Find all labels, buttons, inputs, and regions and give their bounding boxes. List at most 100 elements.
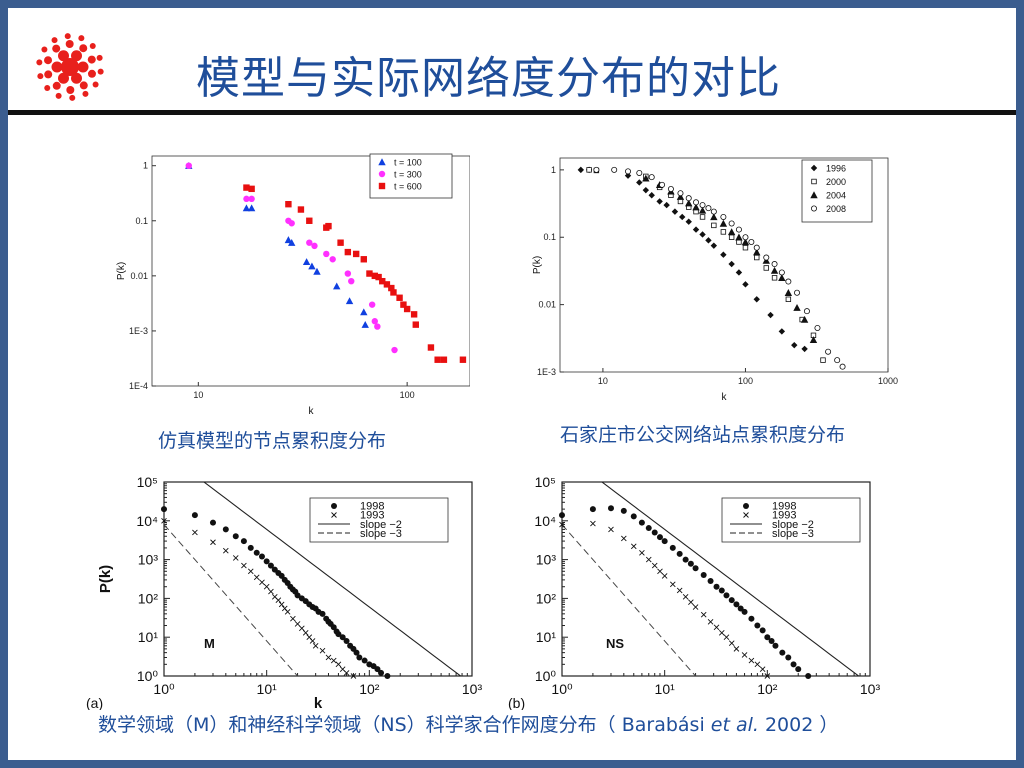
legend: 1996 2000 2004 2008 bbox=[801, 159, 873, 223]
data-point bbox=[728, 260, 735, 268]
y-tick-label: 10⁰ bbox=[137, 668, 159, 684]
y-tick-label: 0.1 bbox=[543, 232, 556, 242]
data-point bbox=[839, 363, 846, 370]
data-point bbox=[360, 256, 367, 263]
logo-dot bbox=[52, 44, 61, 53]
logo-dot bbox=[69, 94, 76, 101]
data-point bbox=[728, 220, 735, 227]
data-point bbox=[253, 574, 260, 581]
x-tick-label: 10¹ bbox=[257, 681, 278, 697]
legend-label: 1998 bbox=[772, 501, 796, 513]
data-point bbox=[764, 634, 771, 641]
data-point bbox=[344, 248, 352, 256]
legend-label: slope −3 bbox=[772, 528, 814, 540]
logo-dot bbox=[36, 59, 43, 66]
panel-label: (a) bbox=[86, 695, 103, 710]
data-point bbox=[378, 669, 385, 676]
data-point bbox=[699, 202, 706, 209]
data-point bbox=[677, 190, 684, 197]
title-divider bbox=[8, 110, 1016, 115]
data-point bbox=[785, 654, 792, 661]
data-point bbox=[794, 289, 801, 296]
data-point bbox=[699, 214, 706, 220]
data-point bbox=[267, 562, 274, 569]
data-point bbox=[676, 550, 683, 557]
legend-marker bbox=[331, 512, 337, 518]
legend-label: 2000 bbox=[826, 177, 846, 187]
data-point bbox=[723, 634, 730, 641]
data-point bbox=[625, 168, 632, 175]
data-point bbox=[692, 565, 699, 572]
chart-neuro-collaboration: 10⁰ 10¹ 10² 10³ 10⁴ 10⁵ 10⁰ 10¹ 10² 10³ NS (b) 19981… bbox=[508, 474, 880, 710]
data-point bbox=[559, 512, 565, 519]
data-point bbox=[243, 184, 250, 191]
logo-dot bbox=[51, 37, 58, 44]
data-point bbox=[790, 661, 797, 668]
data-point bbox=[705, 205, 712, 212]
legend-marker bbox=[743, 503, 749, 509]
logo-dot bbox=[97, 68, 104, 75]
x-axis-label: k bbox=[722, 392, 728, 403]
data-point bbox=[247, 544, 254, 551]
data-point bbox=[713, 624, 720, 631]
y-tick-label: 1 bbox=[551, 165, 556, 175]
data-point bbox=[772, 642, 779, 649]
data-point bbox=[770, 266, 779, 274]
data-point bbox=[693, 199, 700, 206]
logo-dot bbox=[87, 69, 96, 78]
data-point bbox=[284, 236, 293, 244]
data-point bbox=[630, 513, 637, 520]
logo-dot bbox=[79, 44, 88, 53]
data-point bbox=[718, 629, 725, 636]
data-point bbox=[366, 270, 373, 277]
legend-label: slope −2 bbox=[772, 519, 814, 531]
data-point bbox=[784, 289, 793, 296]
y-tick-label: 10⁵ bbox=[535, 474, 556, 490]
data-point bbox=[651, 529, 658, 536]
data-point bbox=[161, 506, 167, 513]
inset-label: NS bbox=[606, 636, 624, 651]
data-point bbox=[642, 186, 650, 194]
data-point bbox=[361, 320, 369, 328]
data-point bbox=[294, 621, 301, 627]
data-point bbox=[302, 258, 311, 265]
legend-label: t = 300 bbox=[394, 170, 422, 180]
data-point bbox=[735, 233, 743, 241]
data-point bbox=[287, 238, 296, 246]
y-tick-label: 1E-4 bbox=[129, 381, 148, 391]
data-point bbox=[741, 238, 750, 246]
data-point bbox=[242, 204, 251, 212]
data-point bbox=[459, 356, 467, 363]
data-point bbox=[671, 208, 679, 215]
data-point bbox=[753, 248, 761, 256]
data-point bbox=[728, 597, 735, 604]
data-point bbox=[209, 519, 216, 526]
logo-dot bbox=[64, 33, 71, 40]
x-tick-label: 10 bbox=[193, 390, 203, 400]
data-point bbox=[648, 174, 655, 181]
logo-dot bbox=[58, 72, 69, 84]
slope-3-line bbox=[164, 524, 299, 676]
logo-dot bbox=[65, 40, 74, 49]
data-point bbox=[667, 185, 674, 192]
x-tick-label: 10² bbox=[359, 681, 380, 697]
data-point bbox=[210, 539, 216, 546]
data-point bbox=[319, 610, 326, 617]
logo-dot bbox=[37, 73, 44, 80]
data-point bbox=[278, 601, 285, 608]
data-point bbox=[329, 256, 336, 263]
logo-dot bbox=[44, 56, 53, 65]
x-axis-label: k bbox=[309, 406, 315, 417]
data-point bbox=[656, 534, 663, 541]
data-point bbox=[390, 289, 397, 296]
data-point bbox=[620, 535, 627, 542]
logo-dot bbox=[52, 81, 61, 90]
data-point bbox=[645, 556, 652, 563]
data-point bbox=[379, 277, 386, 285]
caption-bus-network: 石家庄市公交网络站点累积度分布 bbox=[560, 424, 846, 446]
data-point bbox=[410, 311, 418, 318]
data-point bbox=[374, 323, 381, 330]
data-point bbox=[352, 250, 360, 258]
data-point bbox=[793, 304, 801, 311]
data-point bbox=[700, 572, 707, 579]
